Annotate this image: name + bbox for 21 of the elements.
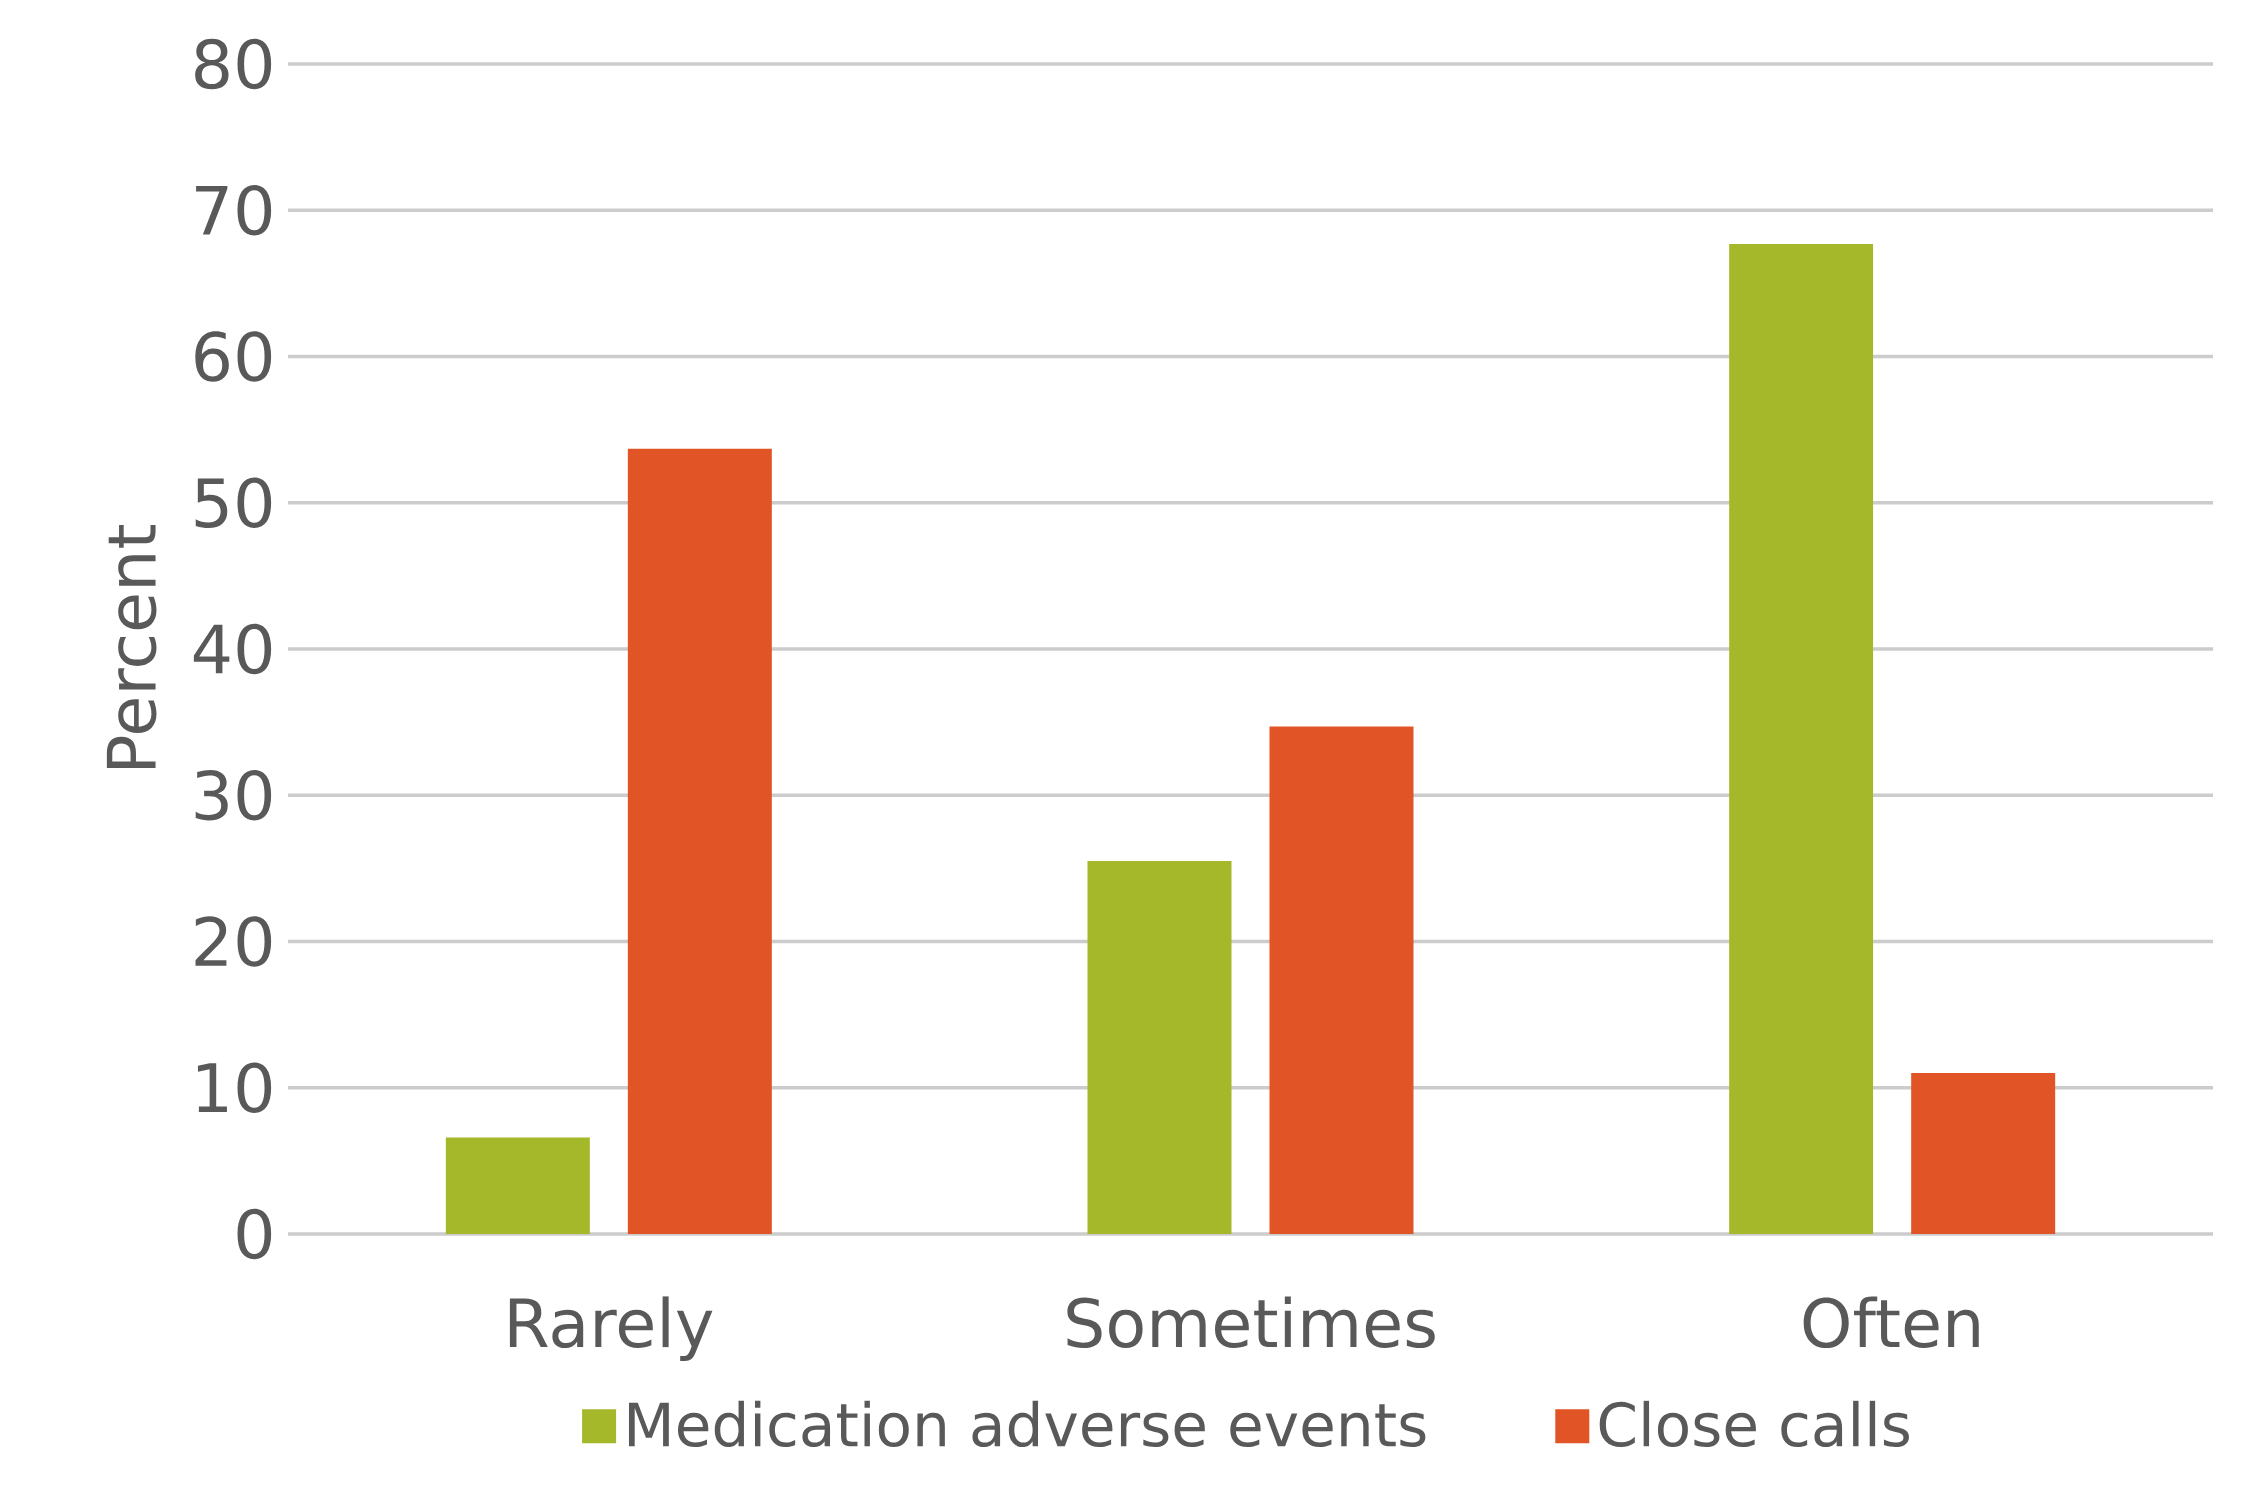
- bar: [627, 448, 772, 1234]
- y-tick-label: 80: [195, 38, 272, 90]
- y-tick-label: 20: [195, 916, 272, 967]
- y-tick-label: 30: [195, 770, 272, 821]
- bar: [1729, 243, 1874, 1234]
- legend-label: Close calls: [1599, 1400, 1909, 1448]
- y-tick-label: 10: [197, 1062, 272, 1113]
- bar: [445, 1137, 590, 1234]
- x-tick-label: Sometimes: [1067, 1296, 1435, 1349]
- y-tick-label: 60: [195, 331, 272, 382]
- x-tick-label: Rarely: [509, 1296, 713, 1362]
- bar: [1087, 861, 1232, 1234]
- bar: [1911, 1073, 2056, 1234]
- legend-label: Medication adverse events: [628, 1400, 1426, 1448]
- y-axis-title: Percent: [106, 524, 157, 769]
- x-tick-label: Often: [1803, 1296, 1979, 1349]
- bar: [1269, 726, 1414, 1234]
- y-tick-label: 40: [193, 623, 272, 675]
- y-tick-label: 50: [195, 477, 272, 529]
- y-tick-label: 70: [196, 185, 272, 236]
- y-tick-label: 0: [237, 1208, 272, 1260]
